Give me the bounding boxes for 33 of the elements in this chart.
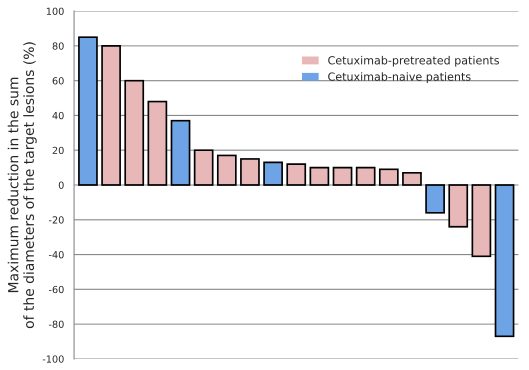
bar <box>124 80 144 186</box>
bar <box>425 184 445 214</box>
bar <box>310 166 330 186</box>
y-axis-title: Maximum reduction in the sum of the diameters of the target lesions (%) <box>8 42 37 328</box>
bar <box>286 163 306 186</box>
bar <box>356 166 376 186</box>
y-tick-label: 40 <box>52 112 64 120</box>
bar <box>194 149 214 186</box>
y-tick-label: -80 <box>48 320 64 328</box>
y-tick-label: -20 <box>48 216 64 224</box>
bar <box>378 168 399 186</box>
y-tick-label: 80 <box>52 42 64 50</box>
bar <box>402 172 422 186</box>
legend-label: Cetuximab-pretreated patients <box>328 56 499 67</box>
legend-label: Cetuximab-naive patients <box>328 72 471 83</box>
bar <box>170 120 190 186</box>
y-tick-label: -100 <box>42 355 64 363</box>
bar <box>332 166 352 186</box>
y-tick-label: 60 <box>52 77 64 84</box>
bar <box>448 184 468 228</box>
bar <box>240 158 260 186</box>
y-tick-label: 100 <box>46 8 64 15</box>
bar <box>494 184 514 338</box>
bar <box>216 154 237 186</box>
bar <box>263 162 283 186</box>
bar <box>148 100 168 186</box>
bar <box>101 45 121 186</box>
bar <box>78 36 98 186</box>
y-tick-label: 20 <box>52 146 64 154</box>
y-tick-label: -40 <box>48 251 64 258</box>
bar <box>472 184 492 258</box>
y-tick-label: 0 <box>58 181 64 189</box>
y-tick-label: -60 <box>48 286 64 294</box>
